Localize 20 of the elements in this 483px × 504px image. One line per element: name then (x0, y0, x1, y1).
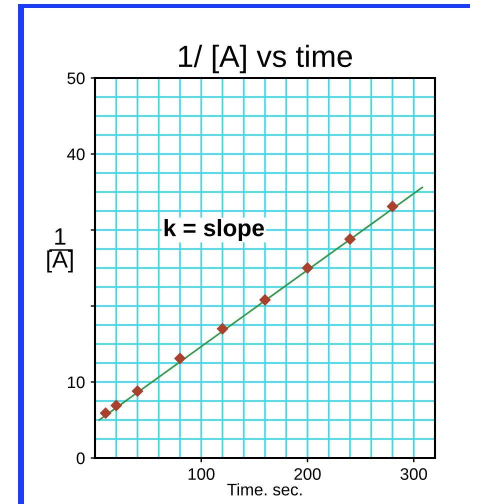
y-tick-label: 40 (67, 148, 85, 160)
x-axis-title: Time. sec. (227, 483, 302, 496)
point (386, 200, 398, 212)
point (132, 386, 144, 397)
x-tick-label: 300 (400, 468, 428, 480)
point (259, 294, 271, 306)
point (302, 262, 314, 274)
x-tick-label: 100 (188, 468, 215, 480)
point (110, 400, 122, 412)
y-tick-label: 10 (68, 376, 85, 388)
y-tick-label: 50 (67, 72, 85, 84)
point (100, 408, 112, 419)
point (216, 323, 228, 334)
annotation: k = slope (164, 218, 264, 242)
point (174, 352, 186, 364)
chart-title: 1/ [A] vs time (179, 44, 352, 74)
point (344, 234, 356, 245)
y-tick-label: 0 (76, 452, 85, 464)
y-axis-title: 1 [A] (47, 228, 73, 272)
x-tick-label: 200 (294, 468, 321, 480)
